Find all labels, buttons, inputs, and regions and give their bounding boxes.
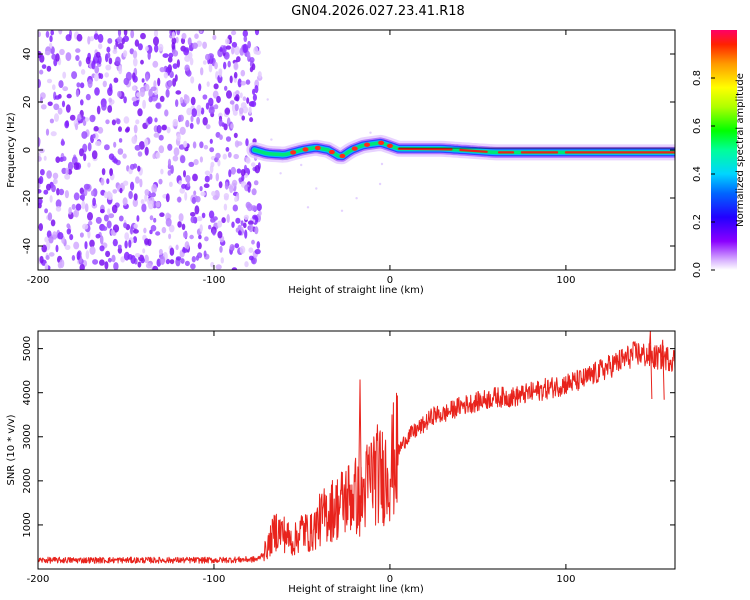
colorbar-tick-label: 0.6	[692, 118, 703, 134]
snr-y-tick-label: 3000	[22, 424, 33, 449]
spectrogram-x-label: Height of straight line (km)	[288, 285, 424, 296]
colorbar-tick-label: 0.4	[692, 166, 703, 182]
snr-spike	[358, 379, 363, 517]
spectrogram-x-tick-label: -100	[203, 275, 226, 286]
spectrogram-y-tick-label: -20	[22, 190, 33, 206]
colorbar-tick-label: 0.8	[692, 70, 703, 86]
snr-x-tick-label: -100	[203, 574, 226, 585]
snr-y-label: SNR (10 * v/v)	[6, 414, 17, 485]
snr-series-line	[38, 341, 675, 564]
snr-panel: -200 -100 0 100 1000 2000 3000 4000 5000 Height …	[6, 330, 676, 595]
spectrogram-x-tick-label: 0	[387, 275, 393, 286]
snr-y-tick-label: 4000	[22, 380, 33, 405]
snr-x-tick-label: 100	[556, 574, 575, 585]
snr-x-tick-label: 0	[387, 574, 393, 585]
spectrogram-x-tick-label: -200	[27, 275, 50, 286]
spectrogram-y-label: Frequency (Hz)	[6, 112, 17, 188]
snr-y-tick-label: 5000	[22, 336, 33, 361]
snr-y-tick-label: 1000	[22, 512, 33, 537]
colorbar-tick-label: 0.0	[692, 262, 703, 278]
snr-x-tick-label: -200	[27, 574, 50, 585]
snr-y-tick-label: 2000	[22, 468, 33, 493]
colorbar-axes: 0.0 0.2 0.4 0.6 0.8	[692, 70, 715, 278]
snr-frame	[37, 330, 676, 570]
spectrogram-y-tick-label: 40	[22, 48, 33, 61]
snr-spike	[648, 331, 653, 400]
spectrogram-y-tick-label: 0	[22, 147, 33, 153]
snr-spike	[660, 339, 665, 400]
snr-plot-area	[38, 331, 675, 564]
colorbar-gradient	[711, 30, 737, 270]
figure-title: GN04.2026.027.23.41.R18	[291, 4, 465, 19]
signal-core	[290, 140, 675, 159]
snr-x-label: Height of straight line (km)	[288, 584, 424, 595]
colorbar-tick-label: 0.2	[692, 214, 703, 230]
colorbar: 0.0 0.2 0.4 0.6 0.8 Normalized spectral ampl…	[692, 30, 746, 278]
spectrogram-x-tick-label: 100	[556, 275, 575, 286]
spectrogram-y-tick-label: 20	[22, 96, 33, 109]
noise-speckle	[38, 30, 384, 270]
spectrogram-y-tick-label: -40	[22, 238, 33, 254]
snr-axes: -200 -100 0 100 1000 2000 3000 4000 5000	[22, 331, 675, 585]
colorbar-label: Normalized spectral amplitude	[735, 73, 746, 227]
spectrogram-plot-area	[38, 30, 675, 270]
